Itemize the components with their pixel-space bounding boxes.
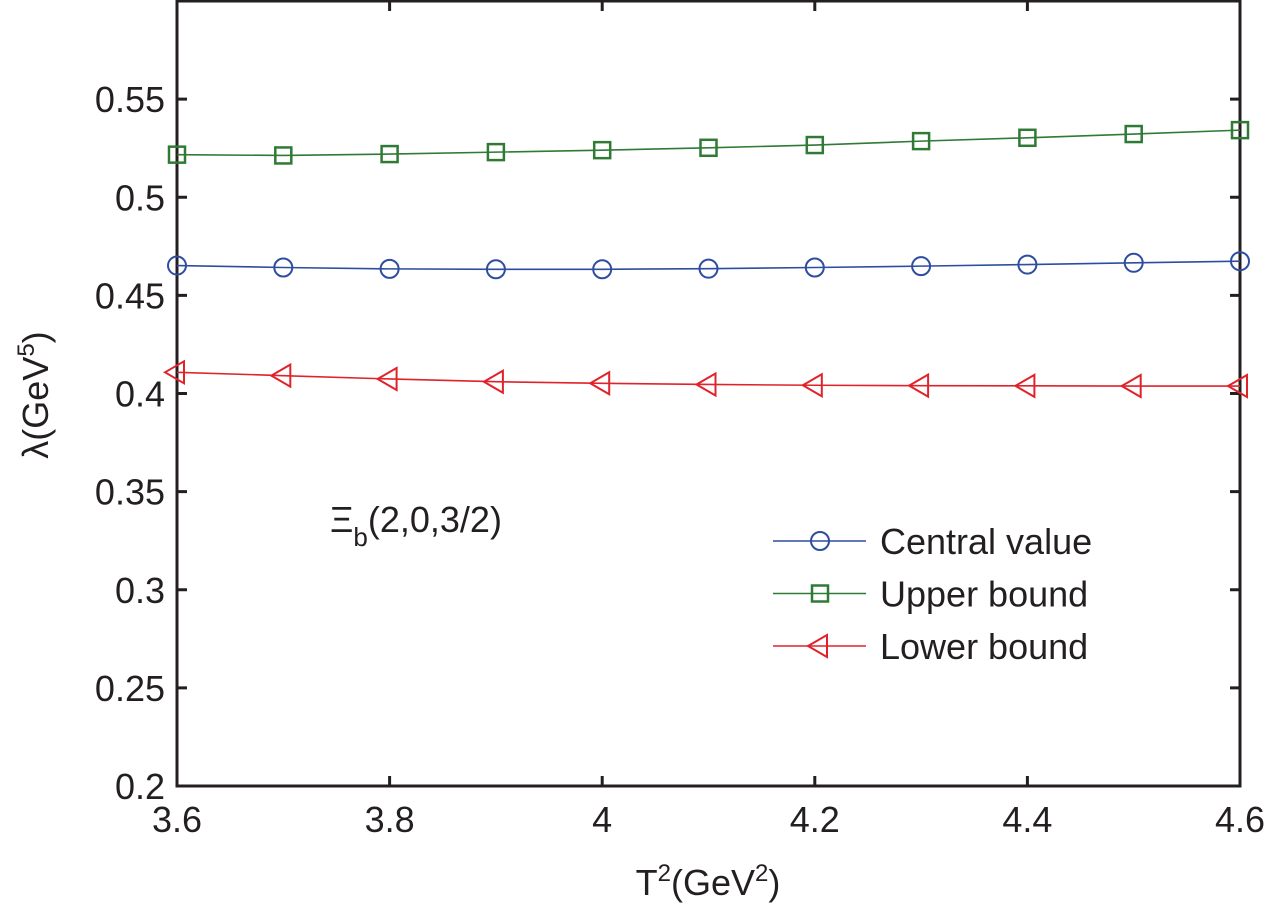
data-point [911, 256, 932, 277]
x-tick-label: 4.6 [1215, 799, 1265, 840]
data-point [907, 372, 930, 399]
data-point [1123, 252, 1144, 273]
data-point [486, 142, 506, 162]
legend-label: Upper bound [880, 574, 1088, 615]
data-point [269, 362, 292, 389]
legend: Central value Upper bound Lower bound [773, 521, 1092, 667]
data-point [1017, 254, 1038, 275]
y-tick-label: 0.35 [95, 472, 165, 513]
data-point [1018, 128, 1037, 148]
data-point [273, 257, 294, 278]
data-point [167, 255, 187, 276]
y-tick-label: 0.55 [95, 79, 165, 120]
y-tick-label: 0.4 [115, 374, 165, 415]
data-point [379, 258, 400, 279]
data-point [485, 259, 506, 280]
data-point [375, 366, 398, 392]
series-central-value [167, 251, 1250, 280]
data-point [167, 145, 187, 164]
x-tick-label: 4 [592, 799, 612, 840]
x-tick-label: 4.2 [790, 799, 840, 840]
series-line [176, 129, 1241, 157]
legend-label: Lower bound [880, 626, 1088, 667]
data-point [588, 370, 611, 397]
data-point [1119, 373, 1142, 399]
legend-marker [810, 531, 830, 551]
data-point [1230, 120, 1250, 140]
data-point [592, 140, 612, 160]
data-point [694, 371, 717, 398]
y-tick-label: 0.2 [115, 766, 165, 807]
x-tick-label: 3.6 [152, 799, 202, 840]
data-point [274, 146, 293, 165]
data-point [800, 372, 823, 398]
y-tick-label: 0.3 [115, 570, 165, 611]
legend-marker [806, 633, 828, 659]
data-point [1226, 373, 1248, 399]
data-point [804, 257, 825, 278]
data-point [911, 131, 931, 151]
data-point [592, 259, 613, 280]
y-tick-label: 0.45 [95, 275, 165, 316]
x-tick-label: 4.4 [1002, 799, 1052, 840]
data-point [699, 138, 718, 158]
data-point [1124, 124, 1143, 144]
series-upper-bound [167, 120, 1250, 165]
legend-marker [810, 584, 830, 603]
x-axis-label: T2(GeV2) [636, 860, 781, 903]
y-tick-label: 0.5 [115, 177, 165, 218]
data-point [1013, 373, 1036, 399]
series-lower-bound [163, 359, 1248, 399]
data-point [698, 258, 719, 279]
y-tick-label: 0.25 [95, 668, 165, 709]
series-line [176, 260, 1241, 271]
data-point [163, 359, 185, 386]
plot-frame [175, 0, 1242, 788]
data-point [380, 144, 399, 164]
data-point [1230, 251, 1250, 272]
annotation: Ξb(2,0,3/2) [330, 499, 502, 552]
series-line [176, 371, 1240, 387]
data-point [481, 368, 504, 395]
y-axis-label: λ(GeV5) [13, 331, 56, 458]
x-tick-label: 3.8 [365, 799, 415, 840]
legend-label: Central value [880, 521, 1092, 562]
data-point [805, 135, 825, 155]
